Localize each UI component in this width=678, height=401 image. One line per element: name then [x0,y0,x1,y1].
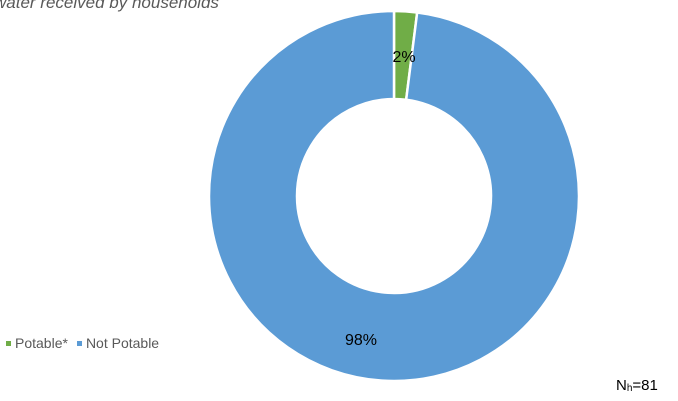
legend-label-potable: Potable* [15,335,68,351]
data-label-potable: 2% [392,49,415,66]
legend-label-not-potable: Not Potable [85,335,160,351]
note-value: =81 [632,377,658,394]
chart-title: water received by households [0,0,219,12]
legend-swatch-potable [6,340,11,346]
legend-swatch-not-potable [76,340,82,346]
legend-item-potable: Potable* [6,335,68,351]
note-prefix: N [616,377,627,394]
data-label-not-potable: 98% [345,332,377,349]
legend: Potable* Not Potable [6,335,168,351]
note-subscript: h [626,383,633,394]
slice-not-potable [207,9,581,383]
sample-size-note: Nh=81 [616,377,658,394]
legend-item-not-potable: Not Potable [76,335,160,351]
